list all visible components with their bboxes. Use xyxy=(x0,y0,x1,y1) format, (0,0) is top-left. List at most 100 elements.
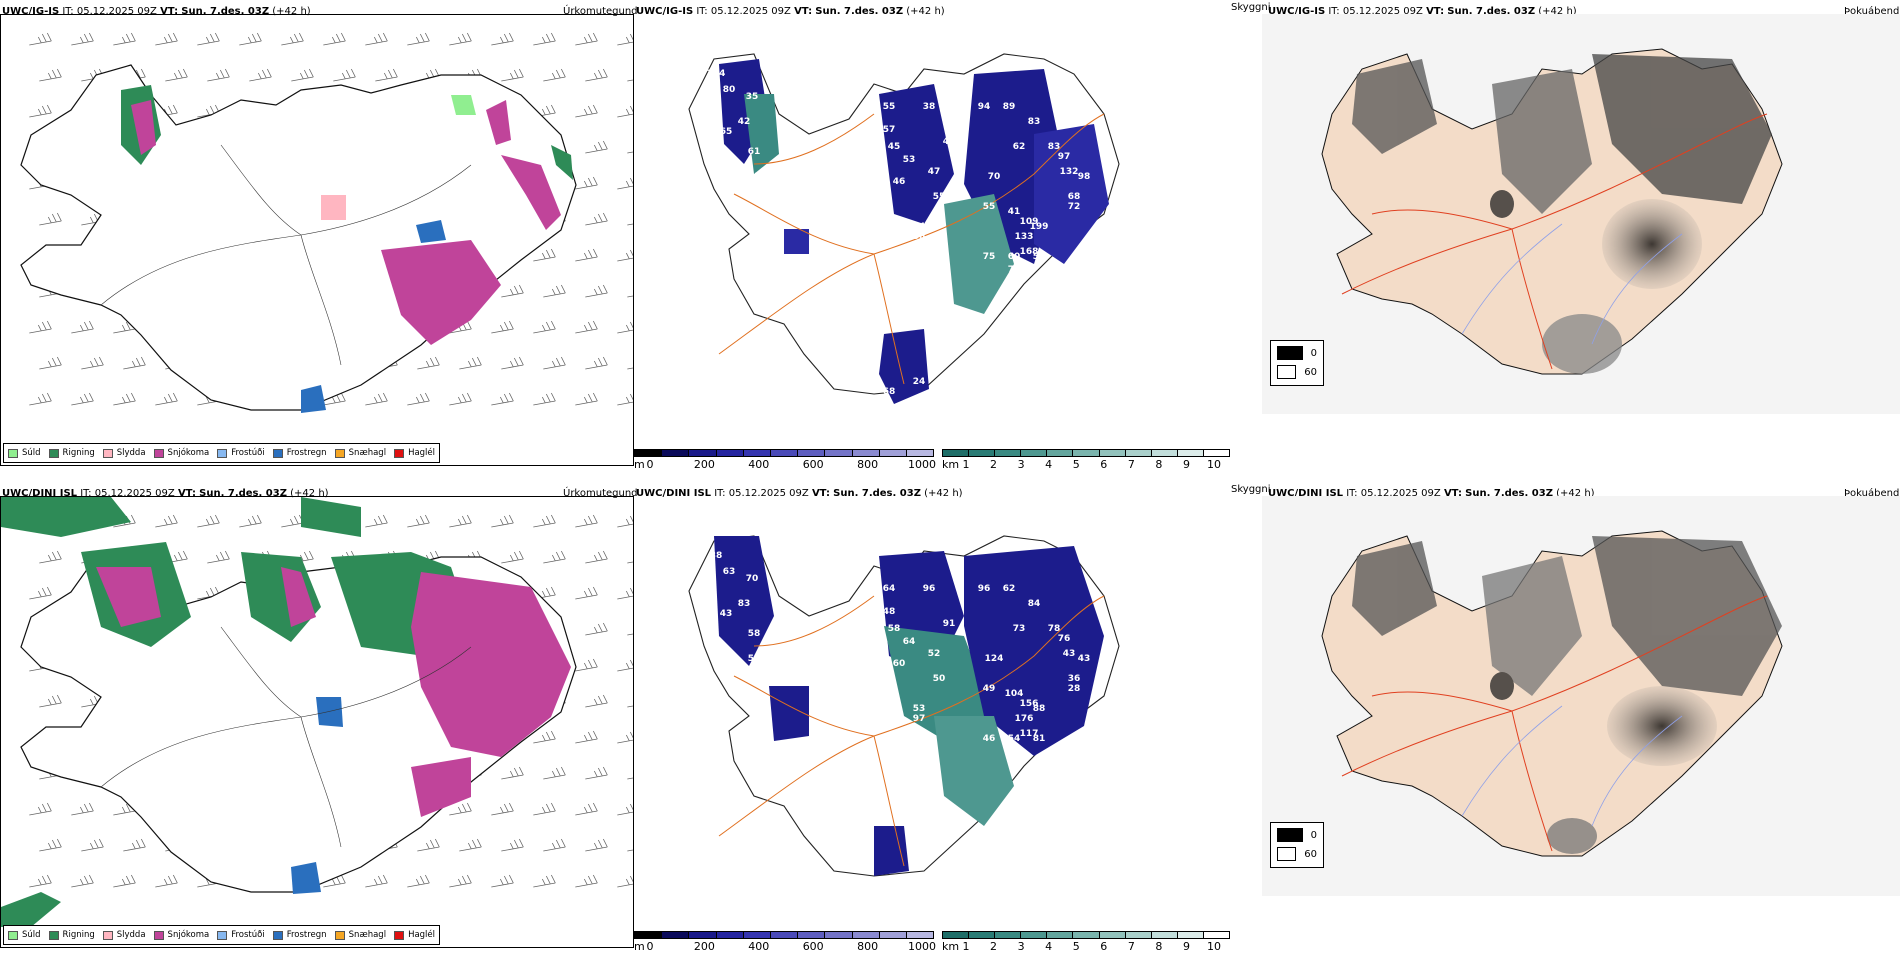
wind-barb xyxy=(29,874,52,888)
colorbar-bin xyxy=(995,932,1022,938)
wind-barb xyxy=(533,514,556,528)
colorbar-tick: 1000 xyxy=(908,940,936,953)
wind-barb xyxy=(407,514,430,528)
visibility-value-label: 50 xyxy=(1033,252,1046,262)
legend-label: Haglél xyxy=(408,930,436,940)
wind-barb xyxy=(617,731,633,744)
precip-map-svg xyxy=(20,32,633,413)
wind-barb xyxy=(113,874,136,888)
wind-barb xyxy=(575,874,598,888)
wind-barb xyxy=(501,838,524,852)
visibility-value-label: 78 xyxy=(1048,624,1061,634)
colorbar-tick: 0 xyxy=(646,458,654,471)
panel-title: UWC/DINI ISL IT: 05.12.2025 09Z VT: Sun.… xyxy=(1268,488,1595,499)
legend-item: Rigning xyxy=(48,930,95,940)
visibility-value-label: 60 xyxy=(1008,252,1021,262)
wind-barb xyxy=(627,849,633,852)
legend-swatch xyxy=(334,448,345,458)
legend-swatch xyxy=(8,448,18,458)
wind-barb xyxy=(417,838,440,852)
visibility-value-label: 41 xyxy=(1008,207,1021,217)
wind-barb xyxy=(165,550,188,564)
legend-swatch xyxy=(153,448,164,458)
wind-barb xyxy=(449,514,472,528)
wind-barb xyxy=(491,874,514,888)
wind-barb xyxy=(365,514,388,528)
visibility-value-label: 104 xyxy=(707,69,726,79)
colorbar-bin xyxy=(635,450,663,456)
cloud-cover-legend: 0 60 xyxy=(1270,822,1324,868)
visibility-m-colorbar: 0 200 400 600 800 1000 m xyxy=(634,449,936,479)
legend-label: Slydda xyxy=(116,930,146,940)
wind-barb xyxy=(281,514,304,528)
colorbar-tick: 10 xyxy=(1207,458,1221,471)
visibility-fields xyxy=(714,536,1104,876)
wind-barb xyxy=(627,151,633,154)
visibility-value-label: 58 xyxy=(748,629,761,639)
colorbar-bin xyxy=(906,932,934,938)
colorbar-tick: 6 xyxy=(1100,458,1108,471)
rivers xyxy=(1461,223,1683,345)
wind-barb xyxy=(491,392,514,406)
wind-barb xyxy=(459,356,482,370)
wind-barb xyxy=(575,104,598,118)
roads xyxy=(718,113,1105,385)
visibility-value-label: 68 xyxy=(883,387,896,397)
wind-barb xyxy=(71,320,94,334)
wind-barb xyxy=(543,284,566,298)
visibility-value-label: 75 xyxy=(983,252,996,262)
legend-item: Súld xyxy=(8,930,41,940)
visibility-title: Skyggni xyxy=(1231,2,1271,13)
wind-barb xyxy=(123,838,146,852)
wind-barb xyxy=(407,32,430,46)
wind-barb xyxy=(627,367,633,370)
wind-barb xyxy=(449,32,472,46)
fog-title: Þokuábendi xyxy=(1844,488,1900,499)
wind-barb xyxy=(617,587,633,600)
visibility-value-label: 35 xyxy=(746,92,759,102)
colorbar-bin xyxy=(969,450,996,456)
wind-barb xyxy=(617,33,633,46)
row-top: UWC/IG-IS IT: 05.12.2025 09Z VT: Sun. 7.… xyxy=(0,0,1900,475)
visibility-value-label: 199 xyxy=(1030,222,1049,232)
visibility-value-label: 133 xyxy=(1015,232,1034,242)
colorbar-tick: 5 xyxy=(1072,940,1080,953)
colorbar-tick: 400 xyxy=(748,458,770,471)
colorbar-bin xyxy=(1047,932,1074,938)
visibility-title: Skyggni xyxy=(1231,484,1271,495)
colorbar-tick: 1 xyxy=(962,940,970,953)
wind-barb xyxy=(449,802,472,816)
fog-map xyxy=(1262,14,1900,434)
legend-label: Snjókoma xyxy=(167,930,210,940)
wind-barb xyxy=(575,514,598,528)
visibility-value-label: 70 xyxy=(746,574,759,584)
roads xyxy=(100,144,472,366)
visibility-value-label: 61 xyxy=(748,147,761,157)
visibility-value-label: 91 xyxy=(943,619,956,629)
wind-barb xyxy=(29,320,52,334)
roads xyxy=(1341,113,1768,370)
legend-swatch xyxy=(153,930,164,940)
legend-item: Snjókoma xyxy=(153,930,210,940)
wind-barb xyxy=(617,177,633,190)
wind-barb xyxy=(543,68,566,82)
precip-type-title: Úrkomutegund xyxy=(563,6,638,17)
cloud-cover-legend: 0 60 xyxy=(1270,340,1324,386)
visibility-value-label: 42 xyxy=(738,117,751,127)
wind-barb xyxy=(239,514,262,528)
wind-barb xyxy=(197,586,220,600)
visibility-value-label: 73 xyxy=(1013,624,1026,634)
colorbar-bin xyxy=(995,450,1022,456)
legend-swatch xyxy=(217,448,228,458)
colorbar-bin xyxy=(770,932,799,938)
wind-barb xyxy=(491,320,514,334)
wind-barb xyxy=(575,392,598,406)
wind-barb xyxy=(533,586,556,600)
wind-barb xyxy=(333,68,356,82)
wind-barb xyxy=(533,248,556,262)
colorbar-bin xyxy=(879,450,907,456)
precip-areas xyxy=(121,85,573,413)
legend-label: Súld xyxy=(22,448,41,458)
